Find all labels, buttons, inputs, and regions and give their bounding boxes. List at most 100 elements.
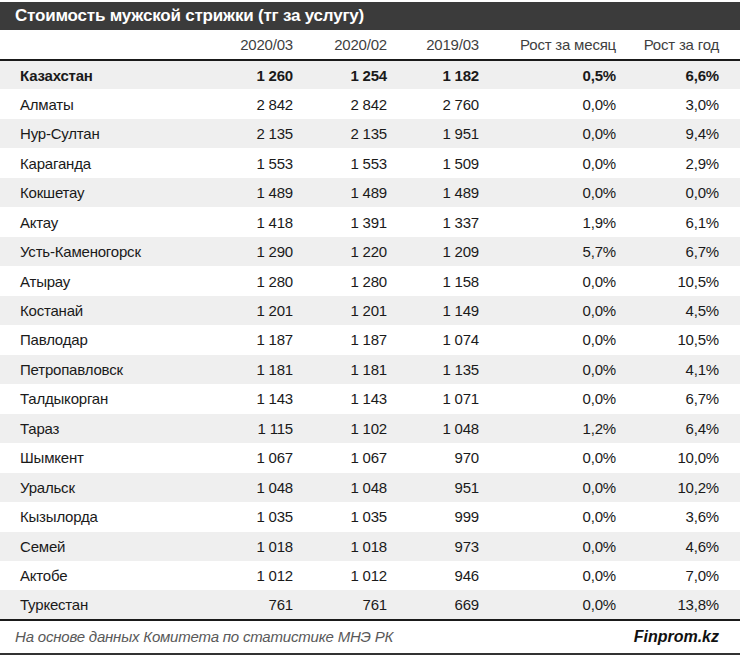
row-value: 1 158 xyxy=(387,266,479,295)
row-city-label: Семей xyxy=(0,532,220,561)
table-row: Уральск1 0481 0489510,0%10,2% xyxy=(0,473,740,502)
row-value: 2 760 xyxy=(387,89,479,118)
table-row: Костанай1 2011 2011 1490,0%4,5% xyxy=(0,296,740,325)
row-value: 1 280 xyxy=(293,266,387,295)
row-value: 1 337 xyxy=(387,207,479,236)
row-value: 1 509 xyxy=(387,148,479,177)
table-row: Семей1 0181 0189730,0%4,6% xyxy=(0,532,740,561)
table-row: Шымкент1 0671 0679700,0%10,0% xyxy=(0,443,740,472)
header-city-column xyxy=(0,30,220,60)
row-value: 761 xyxy=(293,590,387,619)
row-value: 973 xyxy=(387,532,479,561)
infographic-table: Стоимость мужской стрижки (тг за услугу)… xyxy=(0,0,740,664)
row-value: 2 842 xyxy=(293,89,387,118)
row-value: 1 018 xyxy=(293,532,387,561)
row-value: 1 489 xyxy=(220,178,293,207)
table-row: Актау1 4181 3911 3371,9%6,1% xyxy=(0,207,740,236)
row-value: 1 067 xyxy=(293,443,387,472)
row-city-label: Актобе xyxy=(0,561,220,590)
row-value: 1 209 xyxy=(387,237,479,266)
row-value: 761 xyxy=(220,590,293,619)
row-value: 999 xyxy=(387,502,479,531)
row-value: 1 035 xyxy=(293,502,387,531)
page-title: Стоимость мужской стрижки (тг за услугу) xyxy=(0,2,740,30)
row-value: 0,0% xyxy=(479,590,616,619)
row-value: 1 012 xyxy=(220,561,293,590)
row-value: 1 071 xyxy=(387,384,479,413)
row-value: 970 xyxy=(387,443,479,472)
row-value: 1 149 xyxy=(387,296,479,325)
row-city-label: Алматы xyxy=(0,89,220,118)
row-value: 6,7% xyxy=(616,237,740,266)
row-value: 10,2% xyxy=(616,473,740,502)
row-value: 951 xyxy=(387,473,479,502)
row-city-label: Талдыкорган xyxy=(0,384,220,413)
table-row: Туркестан7617616690,0%13,8% xyxy=(0,590,740,619)
row-value: 9,4% xyxy=(616,119,740,148)
row-city-label: Тараз xyxy=(0,414,220,443)
row-value: 1 187 xyxy=(220,325,293,354)
row-city-label: Костанай xyxy=(0,296,220,325)
table-row: Талдыкорган1 1431 1431 0710,0%6,7% xyxy=(0,384,740,413)
row-value: 946 xyxy=(387,561,479,590)
row-value: 1 220 xyxy=(293,237,387,266)
row-value: 1 135 xyxy=(387,355,479,384)
row-value: 1 012 xyxy=(293,561,387,590)
table-row: Казахстан1 2601 2541 1820,5%6,6% xyxy=(0,60,740,89)
row-value: 1 553 xyxy=(293,148,387,177)
row-value: 0,5% xyxy=(479,60,616,89)
footer: На основе данных Комитета по статистике … xyxy=(0,621,740,655)
price-table: 2020/03 2020/02 2019/03 Рост за месяц Ро… xyxy=(0,30,740,621)
row-value: 1 181 xyxy=(220,355,293,384)
header-col-2020-02: 2020/02 xyxy=(293,30,387,60)
row-value: 5,7% xyxy=(479,237,616,266)
row-value: 0,0% xyxy=(479,119,616,148)
table-row: Кокшетау1 4891 4891 4890,0%0,0% xyxy=(0,178,740,207)
row-value: 1 018 xyxy=(220,532,293,561)
row-value: 3,6% xyxy=(616,502,740,531)
table-row: Атырау1 2801 2801 1580,0%10,5% xyxy=(0,266,740,295)
row-value: 1 143 xyxy=(220,384,293,413)
row-value: 2,9% xyxy=(616,148,740,177)
row-value: 1 489 xyxy=(387,178,479,207)
row-city-label: Кокшетау xyxy=(0,178,220,207)
header-col-month-growth: Рост за месяц xyxy=(479,30,616,60)
row-city-label: Актау xyxy=(0,207,220,236)
row-city-label: Петропавловск xyxy=(0,355,220,384)
table-row: Караганда1 5531 5531 5090,0%2,9% xyxy=(0,148,740,177)
row-city-label: Нур-Султан xyxy=(0,119,220,148)
row-city-label: Караганда xyxy=(0,148,220,177)
row-city-label: Павлодар xyxy=(0,325,220,354)
row-value: 0,0% xyxy=(479,89,616,118)
table-row: Актобе1 0121 0129460,0%7,0% xyxy=(0,561,740,590)
table-row: Тараз1 1151 1021 0481,2%6,4% xyxy=(0,414,740,443)
data-source-note: На основе данных Комитета по статистике … xyxy=(15,628,393,645)
row-value: 0,0% xyxy=(479,532,616,561)
table-body: Казахстан1 2601 2541 1820,5%6,6%Алматы2 … xyxy=(0,60,740,620)
row-value: 1 290 xyxy=(220,237,293,266)
row-value: 1 048 xyxy=(387,414,479,443)
row-city-label: Шымкент xyxy=(0,443,220,472)
row-value: 0,0% xyxy=(479,148,616,177)
row-value: 0,0% xyxy=(479,443,616,472)
header-row: 2020/03 2020/02 2019/03 Рост за месяц Ро… xyxy=(0,30,740,60)
row-value: 0,0% xyxy=(479,355,616,384)
row-value: 1,2% xyxy=(479,414,616,443)
table-row: Алматы2 8422 8422 7600,0%3,0% xyxy=(0,89,740,118)
row-value: 1 280 xyxy=(220,266,293,295)
row-value: 3,0% xyxy=(616,89,740,118)
row-value: 1 201 xyxy=(220,296,293,325)
row-value: 1 067 xyxy=(220,443,293,472)
row-value: 6,6% xyxy=(616,60,740,89)
table-row: Кызылорда1 0351 0359990,0%3,6% xyxy=(0,502,740,531)
row-value: 1 115 xyxy=(220,414,293,443)
row-value: 669 xyxy=(387,590,479,619)
row-value: 1 489 xyxy=(293,178,387,207)
row-city-label: Туркестан xyxy=(0,590,220,619)
row-value: 0,0% xyxy=(479,561,616,590)
row-value: 1 143 xyxy=(293,384,387,413)
header-col-year-growth: Рост за год xyxy=(616,30,740,60)
row-value: 0,0% xyxy=(479,178,616,207)
table-header: 2020/03 2020/02 2019/03 Рост за месяц Ро… xyxy=(0,30,740,60)
row-value: 2 135 xyxy=(220,119,293,148)
